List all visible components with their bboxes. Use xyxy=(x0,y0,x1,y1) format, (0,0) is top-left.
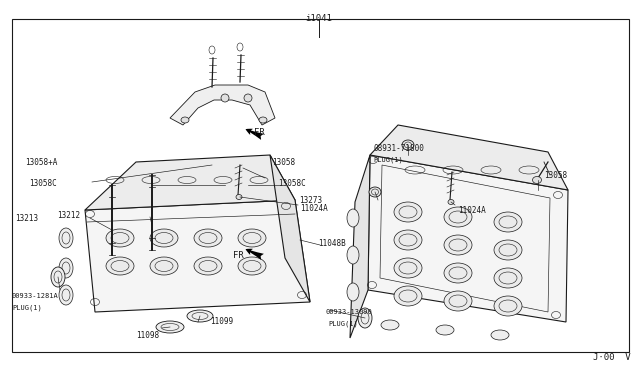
Text: 13058: 13058 xyxy=(544,170,567,180)
Ellipse shape xyxy=(369,187,381,197)
Ellipse shape xyxy=(194,257,222,275)
Ellipse shape xyxy=(381,320,399,330)
Text: i1041: i1041 xyxy=(305,13,332,22)
Text: 11099: 11099 xyxy=(210,317,233,327)
Ellipse shape xyxy=(394,202,422,222)
Ellipse shape xyxy=(444,291,472,311)
Ellipse shape xyxy=(106,257,134,275)
Text: FR: FR xyxy=(254,128,265,137)
Text: 13058C: 13058C xyxy=(278,179,306,187)
Ellipse shape xyxy=(347,283,359,301)
Text: 11024A: 11024A xyxy=(300,203,328,212)
Text: 00933-1281A: 00933-1281A xyxy=(12,293,59,299)
Ellipse shape xyxy=(491,330,509,340)
Ellipse shape xyxy=(156,321,184,333)
Ellipse shape xyxy=(51,267,65,287)
Text: FR: FR xyxy=(232,251,243,260)
Text: 13058+A: 13058+A xyxy=(24,157,57,167)
Ellipse shape xyxy=(187,310,213,322)
Ellipse shape xyxy=(347,246,359,264)
Ellipse shape xyxy=(394,230,422,250)
Polygon shape xyxy=(85,200,310,312)
Ellipse shape xyxy=(106,229,134,247)
Ellipse shape xyxy=(494,268,522,288)
Ellipse shape xyxy=(259,117,267,123)
Text: 13273: 13273 xyxy=(299,196,322,205)
Text: 13213: 13213 xyxy=(15,214,38,222)
Polygon shape xyxy=(350,155,370,338)
Text: 00933-13090: 00933-13090 xyxy=(325,309,372,315)
Ellipse shape xyxy=(238,257,266,275)
Polygon shape xyxy=(170,85,275,125)
Ellipse shape xyxy=(59,228,73,248)
Ellipse shape xyxy=(221,94,229,102)
Text: 13212: 13212 xyxy=(57,211,80,219)
Ellipse shape xyxy=(150,257,178,275)
Text: 13058: 13058 xyxy=(272,157,295,167)
Ellipse shape xyxy=(494,212,522,232)
Text: PLUG(1): PLUG(1) xyxy=(373,157,403,163)
Text: 08931-71800: 08931-71800 xyxy=(373,144,424,153)
Text: 11098: 11098 xyxy=(136,331,159,340)
Polygon shape xyxy=(85,155,295,210)
Ellipse shape xyxy=(448,199,454,205)
Ellipse shape xyxy=(347,209,359,227)
Text: 13058C: 13058C xyxy=(29,179,57,187)
Ellipse shape xyxy=(402,140,414,150)
Ellipse shape xyxy=(444,263,472,283)
Ellipse shape xyxy=(59,258,73,278)
Ellipse shape xyxy=(494,296,522,316)
Ellipse shape xyxy=(236,195,242,199)
Ellipse shape xyxy=(394,286,422,306)
Text: PLUG(1): PLUG(1) xyxy=(12,305,42,311)
Ellipse shape xyxy=(444,207,472,227)
Ellipse shape xyxy=(532,176,541,183)
Ellipse shape xyxy=(150,229,178,247)
Text: PLUG(1): PLUG(1) xyxy=(328,321,358,327)
Ellipse shape xyxy=(494,240,522,260)
Text: J·00  V: J·00 V xyxy=(593,353,630,362)
Ellipse shape xyxy=(194,229,222,247)
Ellipse shape xyxy=(394,258,422,278)
Text: 11024A: 11024A xyxy=(458,205,486,215)
Ellipse shape xyxy=(444,235,472,255)
Ellipse shape xyxy=(238,229,266,247)
Text: 11048B: 11048B xyxy=(318,238,346,247)
Polygon shape xyxy=(270,155,310,302)
Polygon shape xyxy=(370,125,568,190)
Ellipse shape xyxy=(181,117,189,123)
Ellipse shape xyxy=(59,285,73,305)
Ellipse shape xyxy=(358,308,372,328)
Polygon shape xyxy=(368,155,568,322)
Ellipse shape xyxy=(436,325,454,335)
Ellipse shape xyxy=(244,94,252,102)
Bar xyxy=(12,19,629,352)
